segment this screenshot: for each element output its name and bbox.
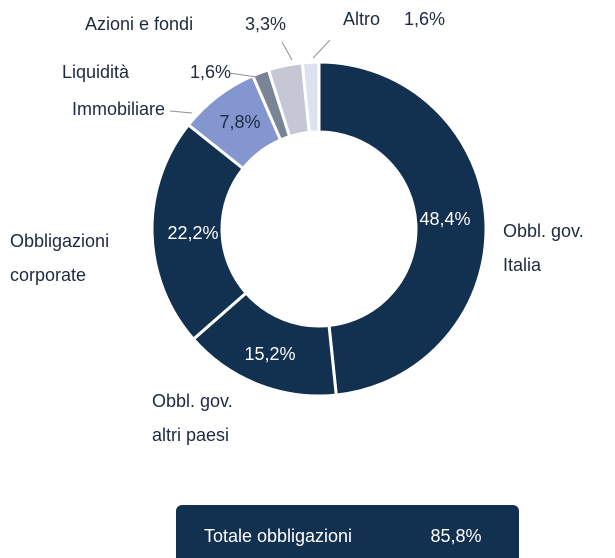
- total-box: [176, 505, 519, 558]
- donut-slice: [317, 60, 488, 397]
- total-value: 85,8%: [430, 526, 481, 546]
- category-label: Liquidità: [62, 62, 130, 82]
- category-label: Azioni e fondi: [85, 14, 193, 34]
- category-label: Immobiliare: [72, 99, 165, 119]
- value-label: 15,2%: [244, 344, 295, 364]
- category-label: Obbl. gov.: [503, 221, 584, 241]
- value-label: 22,2%: [167, 223, 218, 243]
- value-label: 1,6%: [190, 62, 231, 82]
- category-label: Obbligazioni: [10, 231, 109, 251]
- value-label: 3,3%: [245, 14, 286, 34]
- category-label: corporate: [10, 265, 86, 285]
- value-label: 48,4%: [419, 209, 470, 229]
- leader-line: [281, 41, 293, 61]
- donut-slice: [300, 60, 321, 135]
- category-label: Altro: [343, 9, 380, 29]
- leader-line: [312, 39, 331, 59]
- leader-line: [169, 110, 193, 114]
- value-label: 1,6%: [404, 9, 445, 29]
- leader-line: [228, 72, 258, 78]
- donut-slice: [150, 122, 249, 342]
- category-label: altri paesi: [152, 425, 229, 445]
- category-label: Obbl. gov.: [152, 391, 233, 411]
- value-label: 7,8%: [219, 112, 260, 132]
- category-label: Italia: [503, 255, 542, 275]
- total-label: Totale obbligazioni: [204, 526, 352, 546]
